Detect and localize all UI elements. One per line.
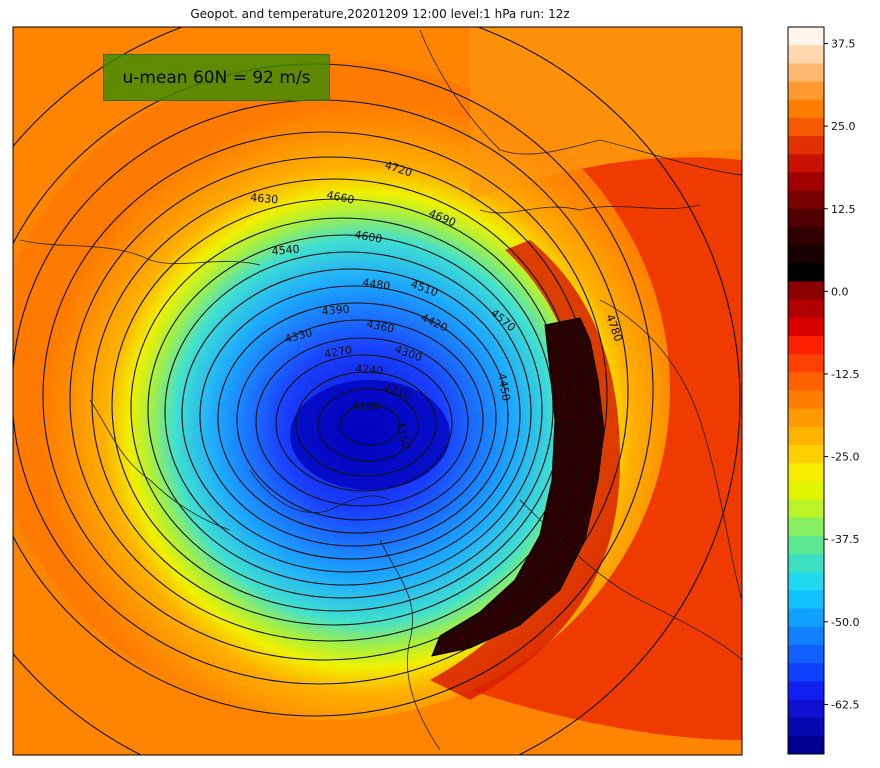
colorbar-band — [788, 554, 824, 573]
colorbar-band — [788, 299, 824, 319]
colorbar-band — [788, 499, 824, 519]
colorbar-tick-label: -50.0 — [831, 616, 859, 629]
colorbar-ticks: 37.5 25.0 12.5 0.0 -12.5 -25.0 -37.5 -50.0 -62.5 — [824, 38, 859, 711]
contour-label: 4240 — [355, 362, 384, 377]
colorbar-tick-label: 0.0 — [831, 285, 849, 298]
colorbar-band — [788, 63, 824, 83]
colorbar-band — [788, 117, 824, 137]
colorbar-band — [788, 572, 824, 591]
colorbar-band — [788, 354, 824, 373]
contour-label: 4630 — [250, 191, 279, 206]
colorbar-band — [788, 99, 824, 119]
colorbar-band — [788, 208, 824, 228]
colorbar-band — [788, 226, 824, 246]
colorbar-band — [788, 335, 824, 355]
colorbar-band — [788, 172, 824, 192]
colorbar-band — [788, 535, 824, 555]
colorbar-band — [788, 663, 824, 682]
contour-label: 4270 — [323, 343, 353, 361]
colorbar-band — [788, 154, 824, 173]
colorbar-tick-label: -37.5 — [831, 533, 859, 546]
colorbar-band — [788, 317, 824, 337]
colorbar-bands — [788, 27, 824, 755]
colorbar-band — [788, 426, 824, 446]
warm-top-right — [470, 27, 742, 200]
colorbar-band — [788, 717, 824, 737]
colorbar-band — [788, 408, 824, 428]
colorbar-band — [788, 590, 824, 610]
colorbar-band — [788, 735, 824, 755]
colorbar-band — [788, 136, 824, 155]
colorbar-band — [788, 517, 824, 537]
contour-label: 4360 — [365, 317, 395, 336]
colorbar-band — [788, 245, 824, 264]
dark-warm-anomaly — [431, 317, 605, 657]
colorbar-band — [788, 281, 824, 301]
colorbar-band — [788, 27, 824, 46]
colorbar-band — [788, 463, 824, 482]
u-mean-text: u-mean 60N = 92 m/s — [122, 67, 311, 88]
contour-label: 4480 — [362, 276, 392, 293]
colorbar-band — [788, 190, 824, 210]
contour-label: 4540 — [271, 243, 300, 258]
colorbar-band — [788, 263, 824, 282]
colorbar-tick-label: 25.0 — [831, 120, 856, 133]
colorbar-band — [788, 644, 824, 664]
contour-label: 4660 — [325, 188, 355, 207]
colorbar-band — [788, 608, 824, 628]
contour-label: 4450 — [495, 372, 513, 402]
colorbar-band — [788, 699, 824, 719]
colorbar-band — [788, 445, 824, 464]
u-mean-annotation: u-mean 60N = 92 m/s — [103, 54, 330, 101]
map-frame — [12, 26, 743, 756]
colorbar-band — [788, 390, 824, 410]
colorbar-band — [788, 372, 824, 391]
colorbar-band — [788, 481, 824, 501]
colorbar-frame — [787, 26, 825, 755]
colorbar-tick-label: -25.0 — [831, 451, 859, 464]
colorbar-band — [788, 81, 824, 101]
colorbar-tick-label: 37.5 — [831, 38, 856, 51]
colorbar-tick-label: 12.5 — [831, 203, 856, 216]
contour-label: 4180 — [352, 400, 380, 413]
colorbar-tick-label: -12.5 — [831, 368, 859, 381]
geopotential-contours — [13, 27, 741, 755]
colorbar-tick-label: -62.5 — [831, 698, 859, 711]
contour-label: 4390 — [321, 303, 350, 318]
coastlines — [19, 29, 742, 751]
map-title: Geopot. and temperature,20201209 12:00 l… — [190, 7, 570, 21]
vortex-core — [290, 380, 450, 490]
colorbar-band — [788, 626, 824, 646]
colorbar: 37.5 25.0 12.5 0.0 -12.5 -25.0 -37.5 -50.0 -62.5 — [787, 26, 859, 755]
colorbar-band — [788, 45, 824, 64]
colorbar-band — [788, 681, 824, 700]
contour-label: 4600 — [353, 228, 383, 246]
